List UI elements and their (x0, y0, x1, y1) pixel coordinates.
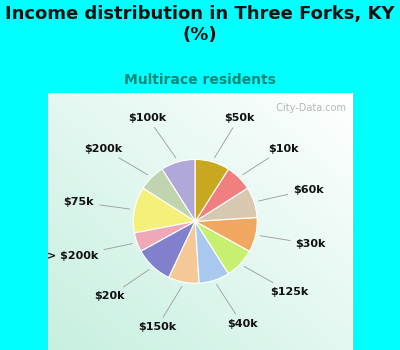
Wedge shape (162, 160, 195, 222)
Wedge shape (169, 222, 199, 283)
Wedge shape (134, 222, 195, 251)
Wedge shape (195, 169, 248, 222)
Text: $50k: $50k (214, 113, 254, 158)
Text: $40k: $40k (216, 285, 258, 329)
Wedge shape (195, 160, 228, 222)
Wedge shape (133, 188, 195, 233)
Text: $100k: $100k (128, 113, 176, 158)
Text: $20k: $20k (94, 270, 149, 301)
Text: $60k: $60k (259, 184, 324, 201)
Wedge shape (141, 222, 195, 278)
Wedge shape (143, 169, 195, 222)
Text: $150k: $150k (138, 286, 182, 332)
Text: > $200k: > $200k (47, 244, 132, 261)
Text: Multirace residents: Multirace residents (124, 74, 276, 88)
Wedge shape (195, 188, 257, 222)
Wedge shape (195, 222, 250, 274)
Text: $30k: $30k (260, 236, 326, 249)
Text: $125k: $125k (244, 266, 308, 297)
Text: $10k: $10k (243, 144, 298, 175)
Wedge shape (195, 217, 257, 251)
Text: Income distribution in Three Forks, KY
(%): Income distribution in Three Forks, KY (… (5, 5, 395, 44)
Text: $75k: $75k (64, 197, 130, 209)
Text: City-Data.com: City-Data.com (270, 103, 346, 113)
Text: $200k: $200k (84, 144, 148, 175)
Wedge shape (195, 222, 228, 283)
